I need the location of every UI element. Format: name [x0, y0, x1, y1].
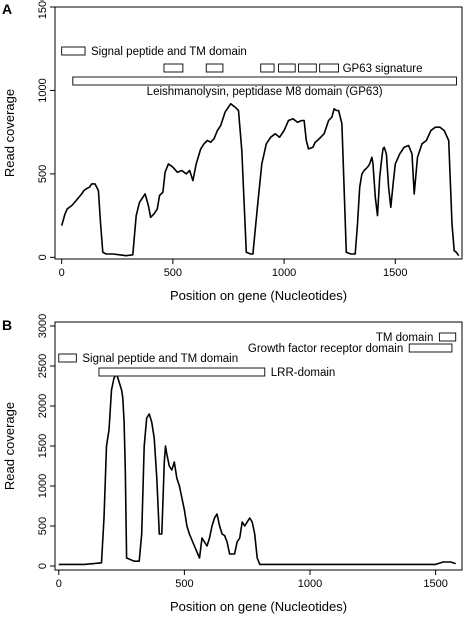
x-axis-title: Position on gene (Nucleotides)	[170, 599, 347, 614]
domain-box	[163, 63, 184, 73]
domain-label: Signal peptide and TM domain	[82, 353, 238, 365]
domain-box	[61, 46, 86, 56]
domain-box	[438, 332, 457, 342]
y-tick-label: 3000	[37, 314, 49, 338]
y-axis-title: Read coverage	[2, 402, 17, 490]
y-tick-label: 1000	[37, 474, 49, 498]
domain-label: Growth factor receptor domain	[248, 343, 403, 355]
domain-label: Leishmanolysin, peptidase M8 domain (GP6…	[147, 86, 383, 98]
x-tick-label: 1000	[272, 267, 296, 279]
x-tick-label: 0	[56, 578, 62, 590]
y-tick-label: 500	[37, 165, 49, 183]
domain-box	[205, 63, 224, 73]
y-tick-label: 1500	[37, 434, 49, 458]
x-axis-title: Position on gene (Nucleotides)	[170, 288, 347, 303]
domain-box	[408, 343, 453, 353]
plot-frame	[54, 6, 463, 260]
y-tick-label: 2500	[37, 354, 49, 378]
domain-label: GP63 signature	[343, 63, 423, 75]
domain-box	[319, 63, 340, 73]
x-tick-label: 1500	[383, 267, 407, 279]
y-tick-label: 0	[37, 563, 49, 569]
coverage-line	[60, 103, 460, 257]
domain-box	[58, 353, 77, 363]
panel-label: B	[2, 317, 12, 333]
panel-a: A 0 500 1000 1500 0 500 1000 1500 Position on gen…	[2, 0, 463, 303]
panel-b: B 0 500 1000 1500 0 500 1000 1500 2000 2500 3000 Pos…	[2, 314, 463, 614]
domain-box	[98, 367, 266, 377]
x-tick-label: 500	[164, 267, 182, 279]
domain-label: LRR-domain	[271, 367, 336, 379]
y-tick-label: 1000	[37, 78, 49, 102]
domain-box	[260, 63, 275, 73]
x-tick-label: 1000	[298, 578, 322, 590]
y-tick-label: 500	[37, 517, 49, 535]
x-tick-label: 1500	[423, 578, 447, 590]
domain-box	[278, 63, 296, 73]
x-tick-label: 0	[59, 267, 65, 279]
panel-label: A	[2, 1, 12, 17]
y-tick-label: 1500	[37, 0, 49, 19]
y-tick-label: 2000	[37, 394, 49, 418]
y-axis-title: Read coverage	[2, 89, 17, 177]
domain-box	[72, 76, 457, 86]
coverage-line	[58, 373, 456, 566]
x-tick-label: 500	[175, 578, 193, 590]
domain-box	[298, 63, 317, 73]
domain-label: TM domain	[376, 332, 434, 344]
y-tick-label: 0	[37, 254, 49, 260]
domain-label: Signal peptide and TM domain	[91, 46, 247, 58]
